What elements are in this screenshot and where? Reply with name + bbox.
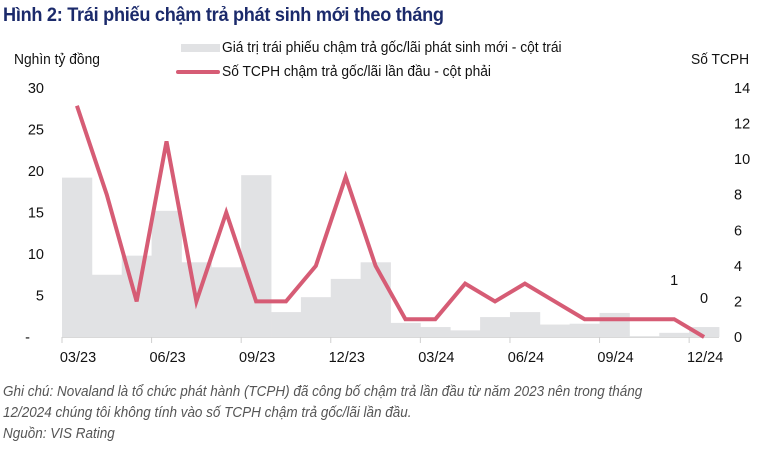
bar bbox=[300, 297, 332, 337]
legend-bar-label: Giá trị trái phiếu chậm trả gốc/lãi phát… bbox=[222, 39, 562, 56]
bar bbox=[211, 267, 242, 337]
footnote-line-2: 12/2024 chúng tôi không tính vào số TCPH… bbox=[3, 405, 412, 421]
right-tick-label: 8 bbox=[734, 188, 742, 204]
x-tick-label: 06/24 bbox=[508, 350, 544, 366]
left-tick-label: 20 bbox=[28, 164, 44, 180]
footnote-line-1: Ghi chú: Novaland là tổ chức phát hành (… bbox=[3, 384, 643, 400]
right-y-axis: 0 2 4 6 8 10 12 14 bbox=[734, 81, 750, 346]
left-axis-title: Nghìn tỷ đồng bbox=[14, 51, 100, 68]
right-axis-title: Số TCPH bbox=[691, 51, 750, 68]
bar bbox=[539, 324, 571, 337]
chart-title: Hình 2: Trái phiếu chậm trả phát sinh mớ… bbox=[3, 4, 444, 26]
right-tick-label: 10 bbox=[734, 152, 750, 168]
x-tick-label: 06/23 bbox=[149, 350, 185, 366]
bar bbox=[271, 312, 302, 337]
x-tick-label: 12/24 bbox=[687, 350, 723, 366]
bar bbox=[390, 322, 421, 337]
data-label: 1 bbox=[670, 273, 678, 289]
bar bbox=[151, 210, 182, 337]
line-series bbox=[75, 105, 706, 339]
right-tick-label: 14 bbox=[734, 81, 750, 97]
legend-line-label: Số TCPH chậm trả gốc/lãi lần đầu - cột p… bbox=[222, 63, 491, 80]
x-axis-labels: 03/23 06/23 09/23 12/23 03/24 06/24 09/24 12/24 bbox=[60, 350, 723, 366]
bar bbox=[420, 327, 451, 337]
bar bbox=[450, 330, 481, 337]
legend-line-swatch bbox=[176, 69, 220, 74]
bar bbox=[599, 312, 630, 337]
footnote: Ghi chú: Novaland là tổ chức phát hành (… bbox=[3, 382, 728, 445]
left-tick-label: 25 bbox=[28, 123, 44, 139]
data-label: 0 bbox=[700, 291, 708, 307]
data-labels: 10 bbox=[670, 273, 708, 307]
legend-bar-swatch bbox=[181, 43, 220, 52]
bar bbox=[629, 336, 660, 337]
x-tick-label: 12/23 bbox=[329, 350, 365, 366]
bar bbox=[569, 323, 600, 337]
right-tick-label: 2 bbox=[734, 294, 742, 310]
source-note: Nguồn: VIS Rating bbox=[3, 426, 115, 442]
bar bbox=[330, 278, 362, 337]
x-tick-label: 03/24 bbox=[418, 350, 454, 366]
x-tick-label: 03/23 bbox=[60, 350, 96, 366]
x-tick-label: 09/23 bbox=[239, 350, 275, 366]
bar bbox=[62, 177, 93, 337]
left-tick-label: 10 bbox=[28, 247, 44, 263]
right-tick-label: 12 bbox=[734, 117, 750, 133]
bar bbox=[360, 262, 391, 337]
left-y-axis: - 5 10 15 20 25 30 bbox=[25, 81, 44, 346]
bar bbox=[91, 274, 123, 337]
bar-series bbox=[62, 175, 720, 337]
bar bbox=[509, 312, 541, 337]
bar bbox=[241, 175, 272, 337]
right-tick-label: 0 bbox=[734, 330, 742, 346]
x-axis bbox=[61, 337, 719, 343]
bar bbox=[480, 317, 511, 337]
left-tick-label: 5 bbox=[36, 289, 44, 305]
right-tick-label: 4 bbox=[734, 259, 742, 275]
legend-item-bar: Giá trị trái phiếu chậm trả gốc/lãi phát… bbox=[181, 39, 591, 56]
bar bbox=[689, 327, 720, 337]
line-path bbox=[75, 105, 706, 339]
legend-item-line: Số TCPH chậm trả gốc/lãi lần đầu - cột p… bbox=[176, 63, 514, 80]
bar bbox=[659, 332, 690, 337]
right-tick-label: 6 bbox=[734, 223, 742, 239]
left-tick-label: 30 bbox=[28, 81, 44, 97]
left-tick-label: - bbox=[25, 330, 30, 346]
x-tick-label: 09/24 bbox=[597, 350, 633, 366]
left-tick-label: 15 bbox=[28, 206, 44, 222]
